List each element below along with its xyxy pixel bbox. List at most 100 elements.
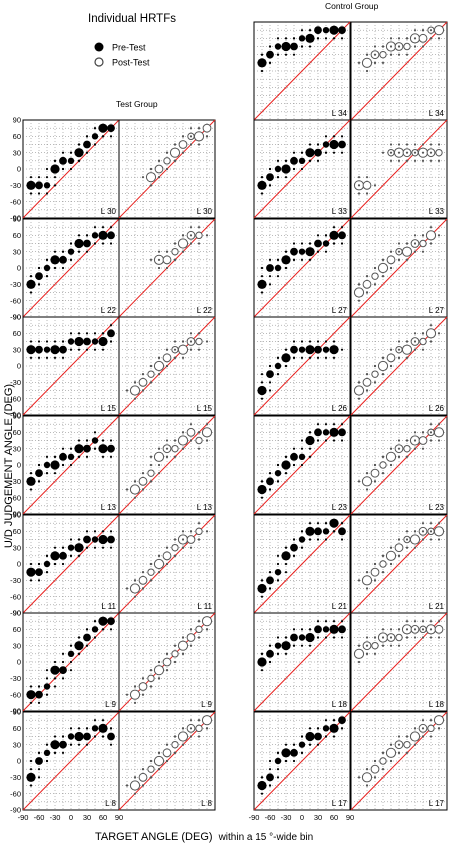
minor-response-dot <box>373 652 377 655</box>
minor-response-dot <box>189 423 193 426</box>
minor-response-dot <box>268 283 272 286</box>
minor-response-dot <box>53 751 57 754</box>
minor-response-dot <box>197 447 201 450</box>
reference-line <box>350 119 448 219</box>
panel-label: L 30 <box>101 207 117 216</box>
post-test-point <box>162 255 172 265</box>
minor-response-dot <box>413 340 417 343</box>
minor-response-dot <box>276 463 280 467</box>
minor-response-dot <box>181 356 185 359</box>
minor-response-dot <box>300 735 304 738</box>
minor-response-dot <box>308 29 312 32</box>
x-tick-label: -30 <box>50 813 61 822</box>
minor-response-dot <box>284 250 288 253</box>
minor-response-dot <box>69 447 73 450</box>
minor-response-dot <box>133 776 137 779</box>
minor-response-dot <box>316 250 320 253</box>
minor-response-dot <box>292 258 296 261</box>
minor-response-dot <box>37 340 41 343</box>
minor-response-dot <box>324 439 328 442</box>
panel-label: L 8 <box>105 799 116 808</box>
minor-response-dot <box>165 759 169 763</box>
minor-response-dot <box>276 167 280 171</box>
minor-response-dot <box>292 628 296 631</box>
minor-response-dot <box>45 677 49 680</box>
minor-response-dot <box>109 743 113 746</box>
y-tick-label: -90 <box>10 609 21 618</box>
minor-response-dot <box>300 628 304 631</box>
minor-response-dot <box>109 628 113 631</box>
minor-response-dot <box>292 340 296 343</box>
x-tick-label: -30 <box>281 813 292 822</box>
minor-response-dot <box>69 348 73 351</box>
minor-response-dot <box>45 455 49 458</box>
minor-response-dot <box>437 423 441 426</box>
minor-response-dot <box>93 620 97 623</box>
minor-response-dot <box>284 266 288 270</box>
minor-response-dot <box>300 356 304 359</box>
minor-response-dot <box>292 636 296 639</box>
minor-response-dot <box>340 226 344 229</box>
minor-response-dot <box>324 538 328 541</box>
minor-response-dot <box>429 735 433 738</box>
minor-response-dot <box>397 53 401 56</box>
minor-response-dot <box>149 455 153 458</box>
minor-response-dot <box>173 356 177 359</box>
minor-response-dot <box>284 364 288 368</box>
post-test-point <box>379 757 387 765</box>
pre-test-point <box>257 279 267 289</box>
minor-response-dot <box>389 743 393 746</box>
minor-response-dot <box>276 554 280 557</box>
minor-response-dot <box>165 348 169 351</box>
minor-response-dot <box>308 45 312 48</box>
minor-response-dot <box>69 151 73 154</box>
minor-response-dot <box>149 480 153 483</box>
minor-response-dot <box>45 176 49 179</box>
minor-response-dot <box>421 538 425 541</box>
post-test-point <box>171 247 179 256</box>
minor-response-dot <box>109 242 113 245</box>
minor-response-dot <box>389 37 393 40</box>
minor-response-dot <box>413 143 417 146</box>
minor-response-dot <box>173 455 177 458</box>
minor-response-dot <box>189 242 193 245</box>
minor-response-dot <box>316 234 320 237</box>
post-test-point <box>385 451 397 462</box>
minor-response-dot <box>109 727 113 730</box>
pre-test-point <box>67 453 75 461</box>
minor-response-dot <box>429 522 433 525</box>
minor-response-dot <box>85 250 89 253</box>
panel-l8-post: L 8 <box>118 711 216 811</box>
minor-response-dot <box>85 340 89 343</box>
minor-response-dot <box>324 620 328 623</box>
panel-label: L 27 <box>429 306 445 315</box>
minor-response-dot <box>324 431 328 434</box>
minor-response-dot <box>165 266 169 270</box>
minor-response-dot <box>29 356 33 359</box>
panel-label: L 15 <box>197 404 213 413</box>
minor-response-dot <box>373 579 377 582</box>
minor-response-dot <box>133 480 137 483</box>
minor-response-dot <box>365 636 369 639</box>
minor-response-dot <box>268 381 272 384</box>
minor-response-dot <box>260 192 264 195</box>
minor-response-dot <box>165 743 169 746</box>
minor-response-dot <box>133 579 137 582</box>
minor-response-dot <box>429 242 433 245</box>
post-test-point <box>171 444 179 453</box>
minor-response-dot <box>316 356 320 359</box>
minor-response-dot <box>37 356 41 359</box>
minor-response-dot <box>357 299 361 302</box>
minor-response-dot <box>29 340 33 343</box>
minor-response-dot <box>340 151 344 154</box>
figure-title: Individual HRTFs <box>88 13 176 25</box>
pre-test-point <box>43 182 51 189</box>
minor-response-dot <box>284 571 288 574</box>
minor-response-dot <box>429 719 433 722</box>
minor-response-dot <box>405 340 409 343</box>
x-axis-label: TARGET ANGLE (DEG) within a 15 °-wide bin <box>95 831 313 843</box>
pre-test-point <box>35 469 43 478</box>
minor-response-dot <box>197 143 201 146</box>
post-test-point <box>186 427 196 437</box>
minor-response-dot <box>181 743 185 746</box>
